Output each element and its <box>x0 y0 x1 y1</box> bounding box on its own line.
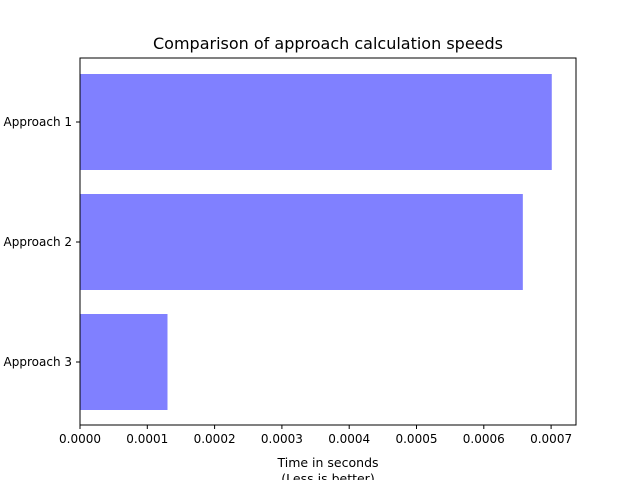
x-tick-label-2: 0.0002 <box>194 432 236 446</box>
y-tick-label-2: Approach 2 <box>4 235 72 249</box>
x-tick-label-6: 0.0006 <box>463 432 505 446</box>
bar-3 <box>80 314 168 410</box>
chart-title: Comparison of approach calculation speed… <box>153 34 503 53</box>
bars-layer <box>80 74 552 410</box>
y-axis: Approach 1 Approach 2 Approach 3 <box>4 115 80 369</box>
y-tick-label-1: Approach 1 <box>4 115 72 129</box>
x-tick-label-1: 0.0001 <box>126 432 168 446</box>
bar-1 <box>80 74 552 170</box>
y-tick-label-3: Approach 3 <box>4 355 72 369</box>
x-axis-label-subtitle: (Less is better) <box>281 471 374 480</box>
x-tick-label-5: 0.0005 <box>395 432 437 446</box>
bar-2 <box>80 194 523 290</box>
x-tick-label-3: 0.0003 <box>261 432 303 446</box>
x-tick-label-4: 0.0004 <box>328 432 370 446</box>
x-tick-label-0: 0.0000 <box>59 432 101 446</box>
x-tick-label-7: 0.0007 <box>530 432 572 446</box>
x-axis-label: Time in seconds <box>276 455 378 470</box>
x-axis: 0.0000 0.0001 0.0002 0.0003 0.0004 0.0005 0.00… <box>59 425 572 446</box>
